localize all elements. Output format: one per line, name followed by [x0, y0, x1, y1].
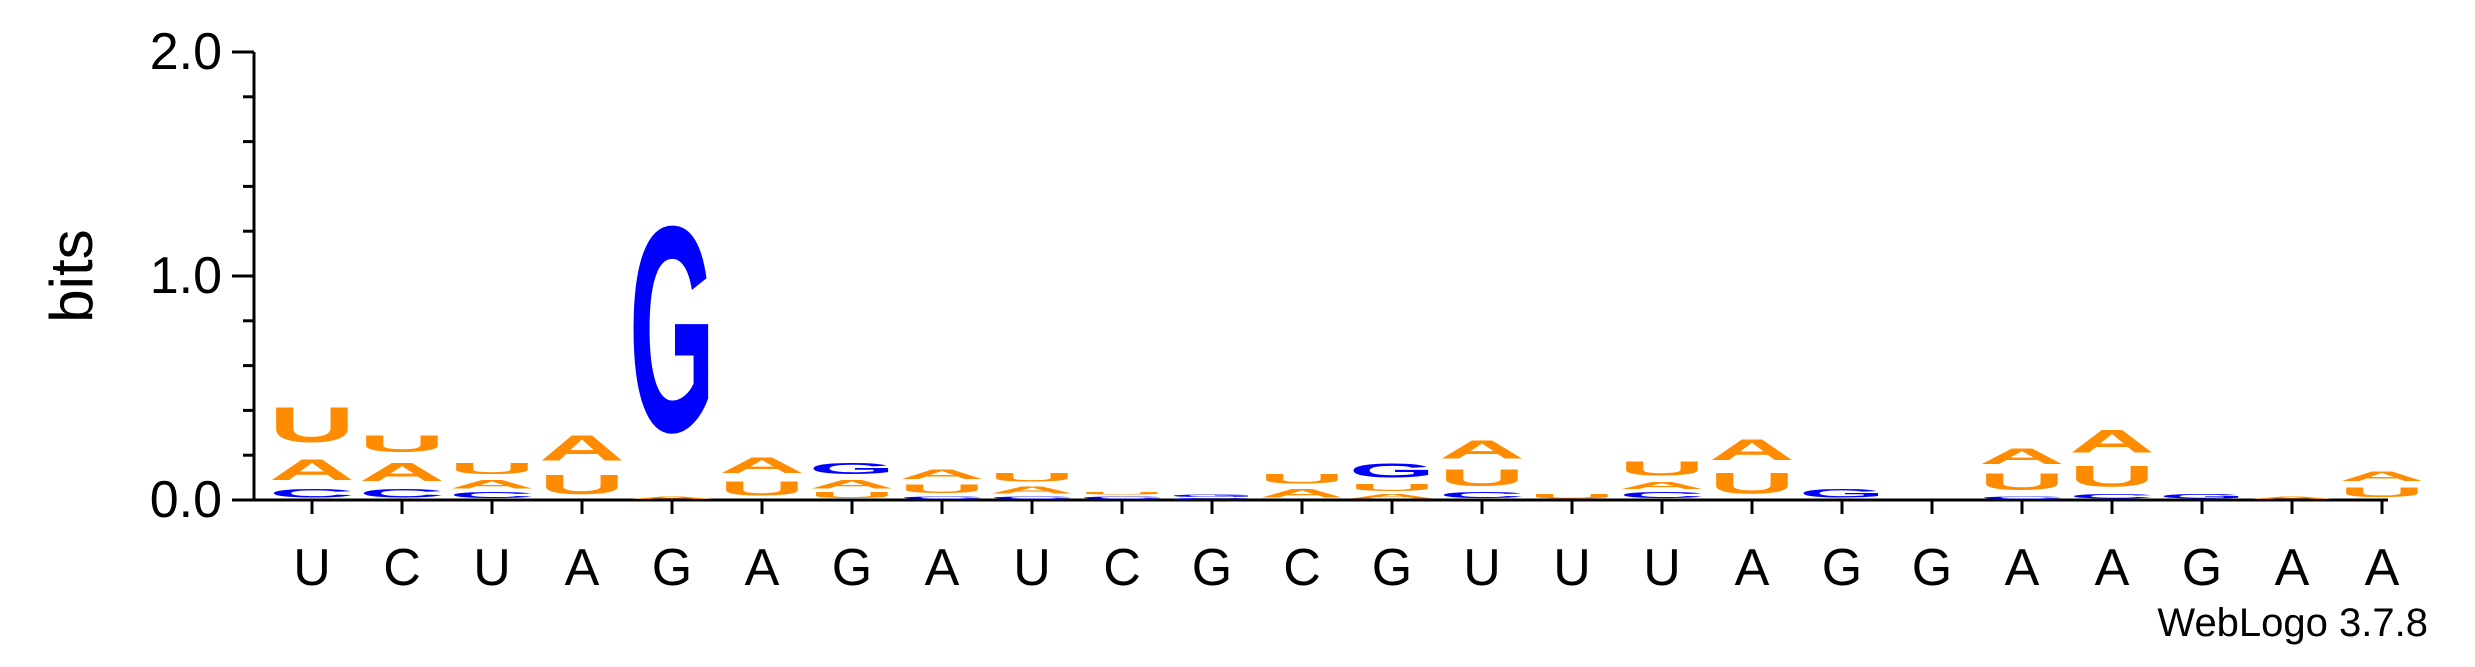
logo-glyph-A: A [1349, 493, 1435, 500]
x-tick-label: A [745, 539, 780, 597]
logo-glyph-U: U [359, 431, 445, 458]
x-tick-label: U [1013, 539, 1051, 597]
logo-glyph-A: A [629, 496, 715, 500]
logo-glyph-A: A [1259, 486, 1345, 499]
logo-glyph-U: U [809, 491, 895, 500]
x-tick-label: A [565, 539, 600, 597]
logo-glyph-U: U [989, 471, 1075, 484]
logo-glyph-C: C [899, 496, 985, 500]
logo-glyph-U: U [449, 460, 535, 478]
logo-glyph-A: A [1979, 444, 2065, 469]
logo-glyph-U: U [1979, 469, 2065, 496]
x-tick-label: C [1103, 539, 1141, 597]
logo-glyph-A: A [989, 484, 1075, 495]
weblogo-credit: WebLogo 3.7.8 [2157, 601, 2428, 645]
x-tick-label: G [652, 539, 692, 597]
logo-glyph-C: C [1439, 491, 1525, 500]
logo-glyph-C: C [2069, 493, 2155, 500]
logo-glyph-A: A [269, 453, 355, 487]
logo-glyph-A: A [539, 428, 625, 469]
logo-glyph-U: U [1349, 482, 1435, 493]
logo-glyph-C: C [1619, 491, 1705, 500]
x-tick-label: U [293, 539, 331, 597]
x-tick-label: G [832, 539, 872, 597]
logo-glyph-C: C [1079, 496, 1165, 500]
logo-glyph-U: U [899, 482, 985, 495]
logo-glyph-A: A [2069, 424, 2155, 460]
x-tick-label: A [2005, 539, 2040, 597]
logo-glyph-U: U [1529, 493, 1615, 500]
logo-glyph-C: C [1979, 496, 2065, 500]
logo-glyph-U: U [719, 478, 805, 500]
logo-glyph-G: G [629, 166, 715, 494]
x-tick-label: G [2182, 539, 2222, 597]
y-tick-label-1: 1.0 [150, 247, 222, 305]
y-axis: 0.0 1.0 2.0 bits [38, 23, 256, 529]
logo-glyph-U: U [1439, 464, 1525, 491]
x-axis-ticks [310, 500, 2384, 514]
y-axis-label: bits [38, 229, 105, 322]
logo-glyph-U: U [269, 397, 355, 453]
y-tick-label-0: 0.0 [150, 471, 222, 529]
x-tick-label: A [2095, 539, 2130, 597]
x-tick-label: G [1372, 539, 1412, 597]
logo-glyph-A: A [1709, 433, 1795, 467]
logo-glyph-A: A [899, 466, 985, 482]
logo-glyph-G: G [809, 460, 895, 478]
x-tick-label: G [1822, 539, 1862, 597]
logo-glyph-U: U [2069, 460, 2155, 494]
x-tick-label: U [1553, 539, 1591, 597]
logo-glyph-A: A [809, 477, 895, 490]
x-tick-label: A [2275, 539, 2310, 597]
logo-glyph-C: C [449, 491, 535, 500]
logo-glyph-U: U [1079, 491, 1165, 495]
y-tick-label-2: 2.0 [150, 23, 222, 81]
logo-glyph-C: C [269, 486, 355, 499]
x-tick-label: G [1192, 539, 1232, 597]
logo-glyph-A: A [1439, 435, 1525, 464]
logo-glyph-G: G [1349, 460, 1435, 482]
logo-glyph-C: C [1169, 498, 1255, 500]
x-tick-label: C [1283, 539, 1321, 597]
logo-glyph-A: A [1619, 480, 1705, 491]
logo-glyph-U: U [539, 469, 625, 500]
logo-glyph-A: A [449, 477, 535, 490]
logo-glyph-U: U [2339, 484, 2425, 500]
logo-glyph-A: A [719, 453, 805, 478]
logo-glyph-C: C [989, 496, 1075, 500]
x-tick-label: A [2365, 539, 2400, 597]
logo-glyph-U: U [1619, 458, 1705, 480]
logo-glyph-A: A [2249, 496, 2335, 500]
logo-glyph-G: G [2159, 493, 2245, 500]
logo-glyph-G: G [1799, 487, 1885, 500]
y-axis-minor-ticks [243, 95, 254, 457]
logo-glyph-A: A [359, 458, 445, 487]
logo-glyph-U: U [1259, 471, 1345, 487]
x-tick-label: U [1463, 539, 1501, 597]
logo-glyph-C: C [359, 486, 445, 499]
x-tick-label: U [1643, 539, 1681, 597]
x-tick-label: A [1735, 539, 1770, 597]
logo-glyph-A: A [2339, 469, 2425, 485]
x-tick-label: G [1912, 539, 1952, 597]
x-tick-label: U [473, 539, 511, 597]
x-tick-label: A [925, 539, 960, 597]
logo-glyph-U: U [1709, 466, 1795, 500]
x-tick-label: C [383, 539, 421, 597]
logo-glyph-G: G [1169, 493, 1255, 498]
